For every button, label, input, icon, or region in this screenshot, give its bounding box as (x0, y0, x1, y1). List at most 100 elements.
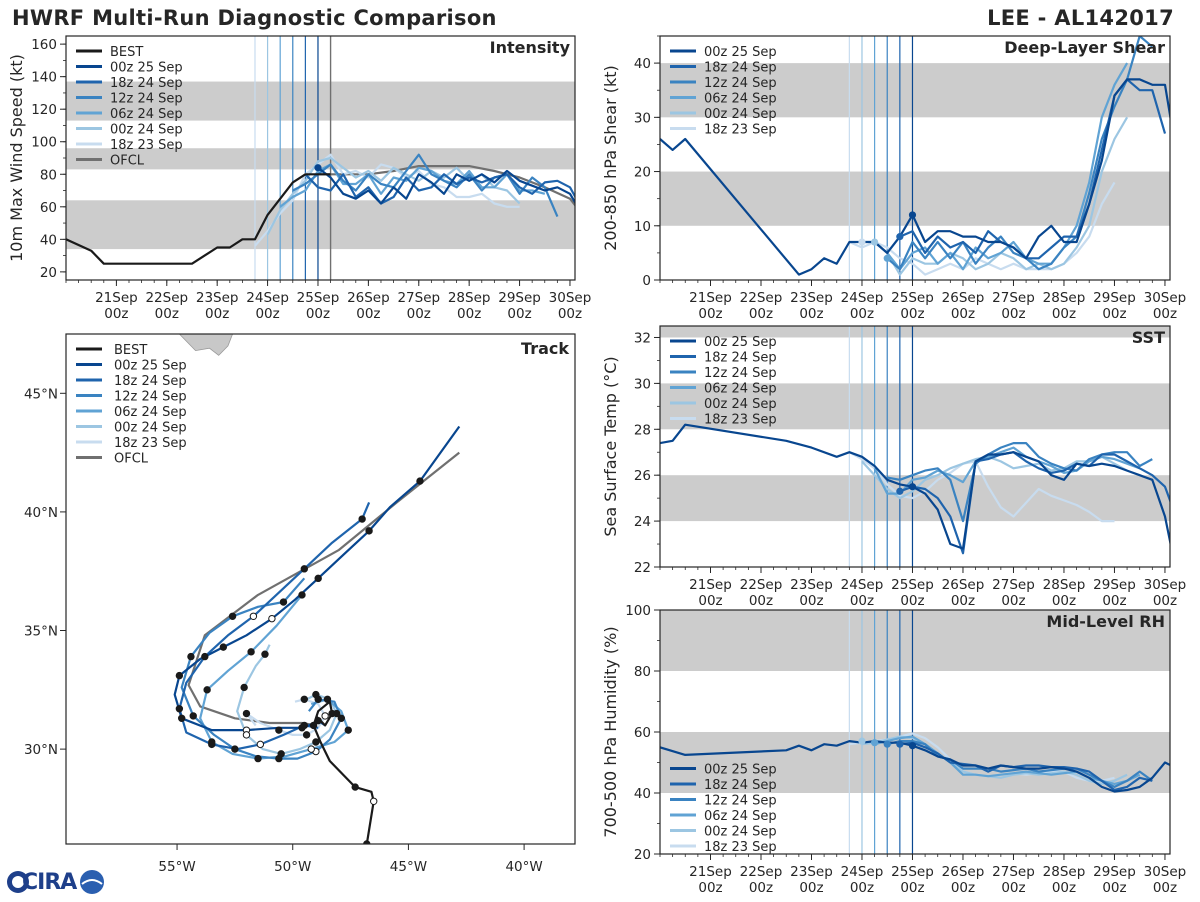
track-position-marker (256, 740, 265, 749)
threshold-band (660, 383, 1170, 430)
legend-label-00z-24-sep: 00z 24 Sep (110, 123, 183, 138)
track-line-00z-25-sep (173, 425, 461, 732)
y-tick-label: 0 (642, 273, 651, 289)
x-tick-label-hour: 00z (951, 306, 975, 322)
track-position-marker (187, 652, 195, 661)
x-tick-label-day: 30Sep (1144, 864, 1187, 880)
x-tick-label-day: 22Sep (740, 864, 783, 880)
x-tick-label-hour: 00z (255, 306, 279, 322)
track-line-best (312, 700, 375, 844)
x-tick-label-hour: 00z (749, 880, 773, 896)
x-tick-label-hour: 00z (1102, 306, 1126, 322)
panel-title: Deep-Layer Shear (1004, 38, 1165, 57)
x-tick-label-hour: 00z (900, 306, 924, 322)
legend-label-00z-24-sep: 00z 24 Sep (704, 825, 777, 840)
x-tick-label-day: 24Sep (841, 577, 884, 593)
y-tick-label: 80 (634, 664, 651, 680)
legend-label-best: BEST (114, 343, 147, 358)
track-position-marker (228, 612, 237, 620)
map-area (173, 334, 461, 844)
series-line-00z-25-sep (317, 166, 575, 205)
x-tick-label-day: 21Sep (689, 577, 732, 593)
x-tick-label-day: 21Sep (95, 290, 138, 306)
track-position-marker (208, 738, 216, 746)
legend-label-18z-24-sep: 18z 24 Sep (704, 778, 777, 793)
legend-label-06z-24-sep: 06z 24 Sep (704, 809, 777, 824)
init-marker-18z-23-sep (858, 238, 866, 246)
series-line-00z-25-sep (660, 739, 1170, 793)
y-tick-label: 40 (40, 232, 57, 248)
series-line-06z-24-sep (873, 62, 1129, 271)
plot-area (660, 326, 1170, 567)
y-tick-label: 20 (634, 847, 651, 863)
y-tick-label: 20 (634, 165, 651, 181)
track-position-marker (254, 754, 262, 763)
x-tick-label-day: 24Sep (841, 290, 884, 306)
plot-area (660, 36, 1170, 280)
track-position-marker (231, 745, 239, 753)
track-position-marker (370, 797, 378, 806)
series-line-18z-24-sep (304, 173, 575, 205)
threshold-band (66, 81, 575, 121)
y-tick-label: 60 (634, 725, 651, 741)
x-tick-label-day: 21Sep (689, 290, 732, 306)
x-tick-label-hour: 00z (1052, 880, 1076, 896)
lon-tick-label: 50°W (274, 859, 311, 875)
x-tick-label-hour: 00z (1153, 880, 1177, 896)
legend-label-00z-25-sep: 00z 25 Sep (704, 335, 777, 350)
x-tick-label-hour: 00z (951, 593, 975, 609)
landmass (178, 334, 234, 356)
series-line-00z-24-sep (861, 455, 1128, 500)
legend-label-00z-25-sep: 00z 25 Sep (110, 61, 183, 76)
init-marker-00z-25-sep (314, 164, 322, 172)
x-tick-label-day: 28Sep (1043, 577, 1086, 593)
x-tick-label-hour: 00z (850, 306, 874, 322)
track-position-marker (189, 712, 197, 720)
track-position-marker (323, 695, 332, 704)
x-tick-label-day: 28Sep (1043, 864, 1086, 880)
x-tick-label-day: 27Sep (992, 864, 1035, 880)
init-marker-00z-24-sep (858, 737, 866, 745)
track-position-marker (268, 614, 276, 623)
track-position-marker (358, 515, 366, 523)
track-position-marker (201, 652, 209, 661)
y-tick-label: 160 (31, 37, 57, 53)
y-tick-label: 22 (634, 560, 651, 576)
legend-label-18z-23-sep: 18z 23 Sep (114, 436, 187, 451)
x-tick-label-day: 26Sep (942, 864, 985, 880)
x-tick-label-hour: 00z (1102, 593, 1126, 609)
track-line-06z-24-sep (199, 594, 350, 760)
series-line-06z-24-sep (279, 163, 546, 208)
x-tick-label-hour: 00z (1001, 306, 1025, 322)
lon-tick-label: 45°W (390, 859, 427, 875)
track-position-marker (300, 565, 309, 573)
threshold-band (660, 326, 1170, 338)
y-tick-label: 28 (634, 422, 651, 438)
x-tick-label-hour: 00z (1052, 306, 1076, 322)
x-tick-label-day: 25Sep (297, 290, 340, 306)
y-tick-label: 32 (634, 330, 651, 346)
panel-rh: 2040608010021Sep00z22Sep00z23Sep00z24Sep… (601, 603, 1186, 896)
track-line-18z-24-sep (178, 501, 371, 751)
legend-label-00z-25-sep: 00z 25 Sep (114, 359, 187, 374)
legend-label-00z-25-sep: 00z 25 Sep (704, 763, 777, 778)
lon-tick-label: 55°W (158, 859, 195, 875)
x-tick-label-hour: 00z (1001, 593, 1025, 609)
track-position-marker (416, 477, 424, 485)
x-tick-label-day: 29Sep (1093, 290, 1136, 306)
legend-label-18z-23-sep: 18z 23 Sep (704, 413, 777, 428)
legend-label-18z-24-sep: 18z 24 Sep (114, 374, 187, 389)
track-position-marker (277, 750, 285, 758)
track-position-marker (365, 527, 373, 535)
init-marker-00z-24-sep (871, 238, 879, 246)
init-marker-06z-24-sep (871, 739, 879, 747)
legend-label-18z-24-sep: 18z 24 Sep (704, 351, 777, 366)
logo-text: CIRA (22, 870, 77, 895)
storm-id-title: LEE - AL142017 (987, 6, 1174, 30)
panel-track: 55°W 50°W 45°W 40°W 30°N 35°N 40°N 45°N Track BES… (24, 333, 576, 875)
init-marker-18z-24-sep (896, 487, 904, 495)
track-position-marker (177, 714, 186, 722)
x-tick-label-day: 27Sep (992, 577, 1035, 593)
y-tick-label: 40 (634, 56, 651, 72)
series-line-06z-24-sep (874, 735, 1141, 786)
